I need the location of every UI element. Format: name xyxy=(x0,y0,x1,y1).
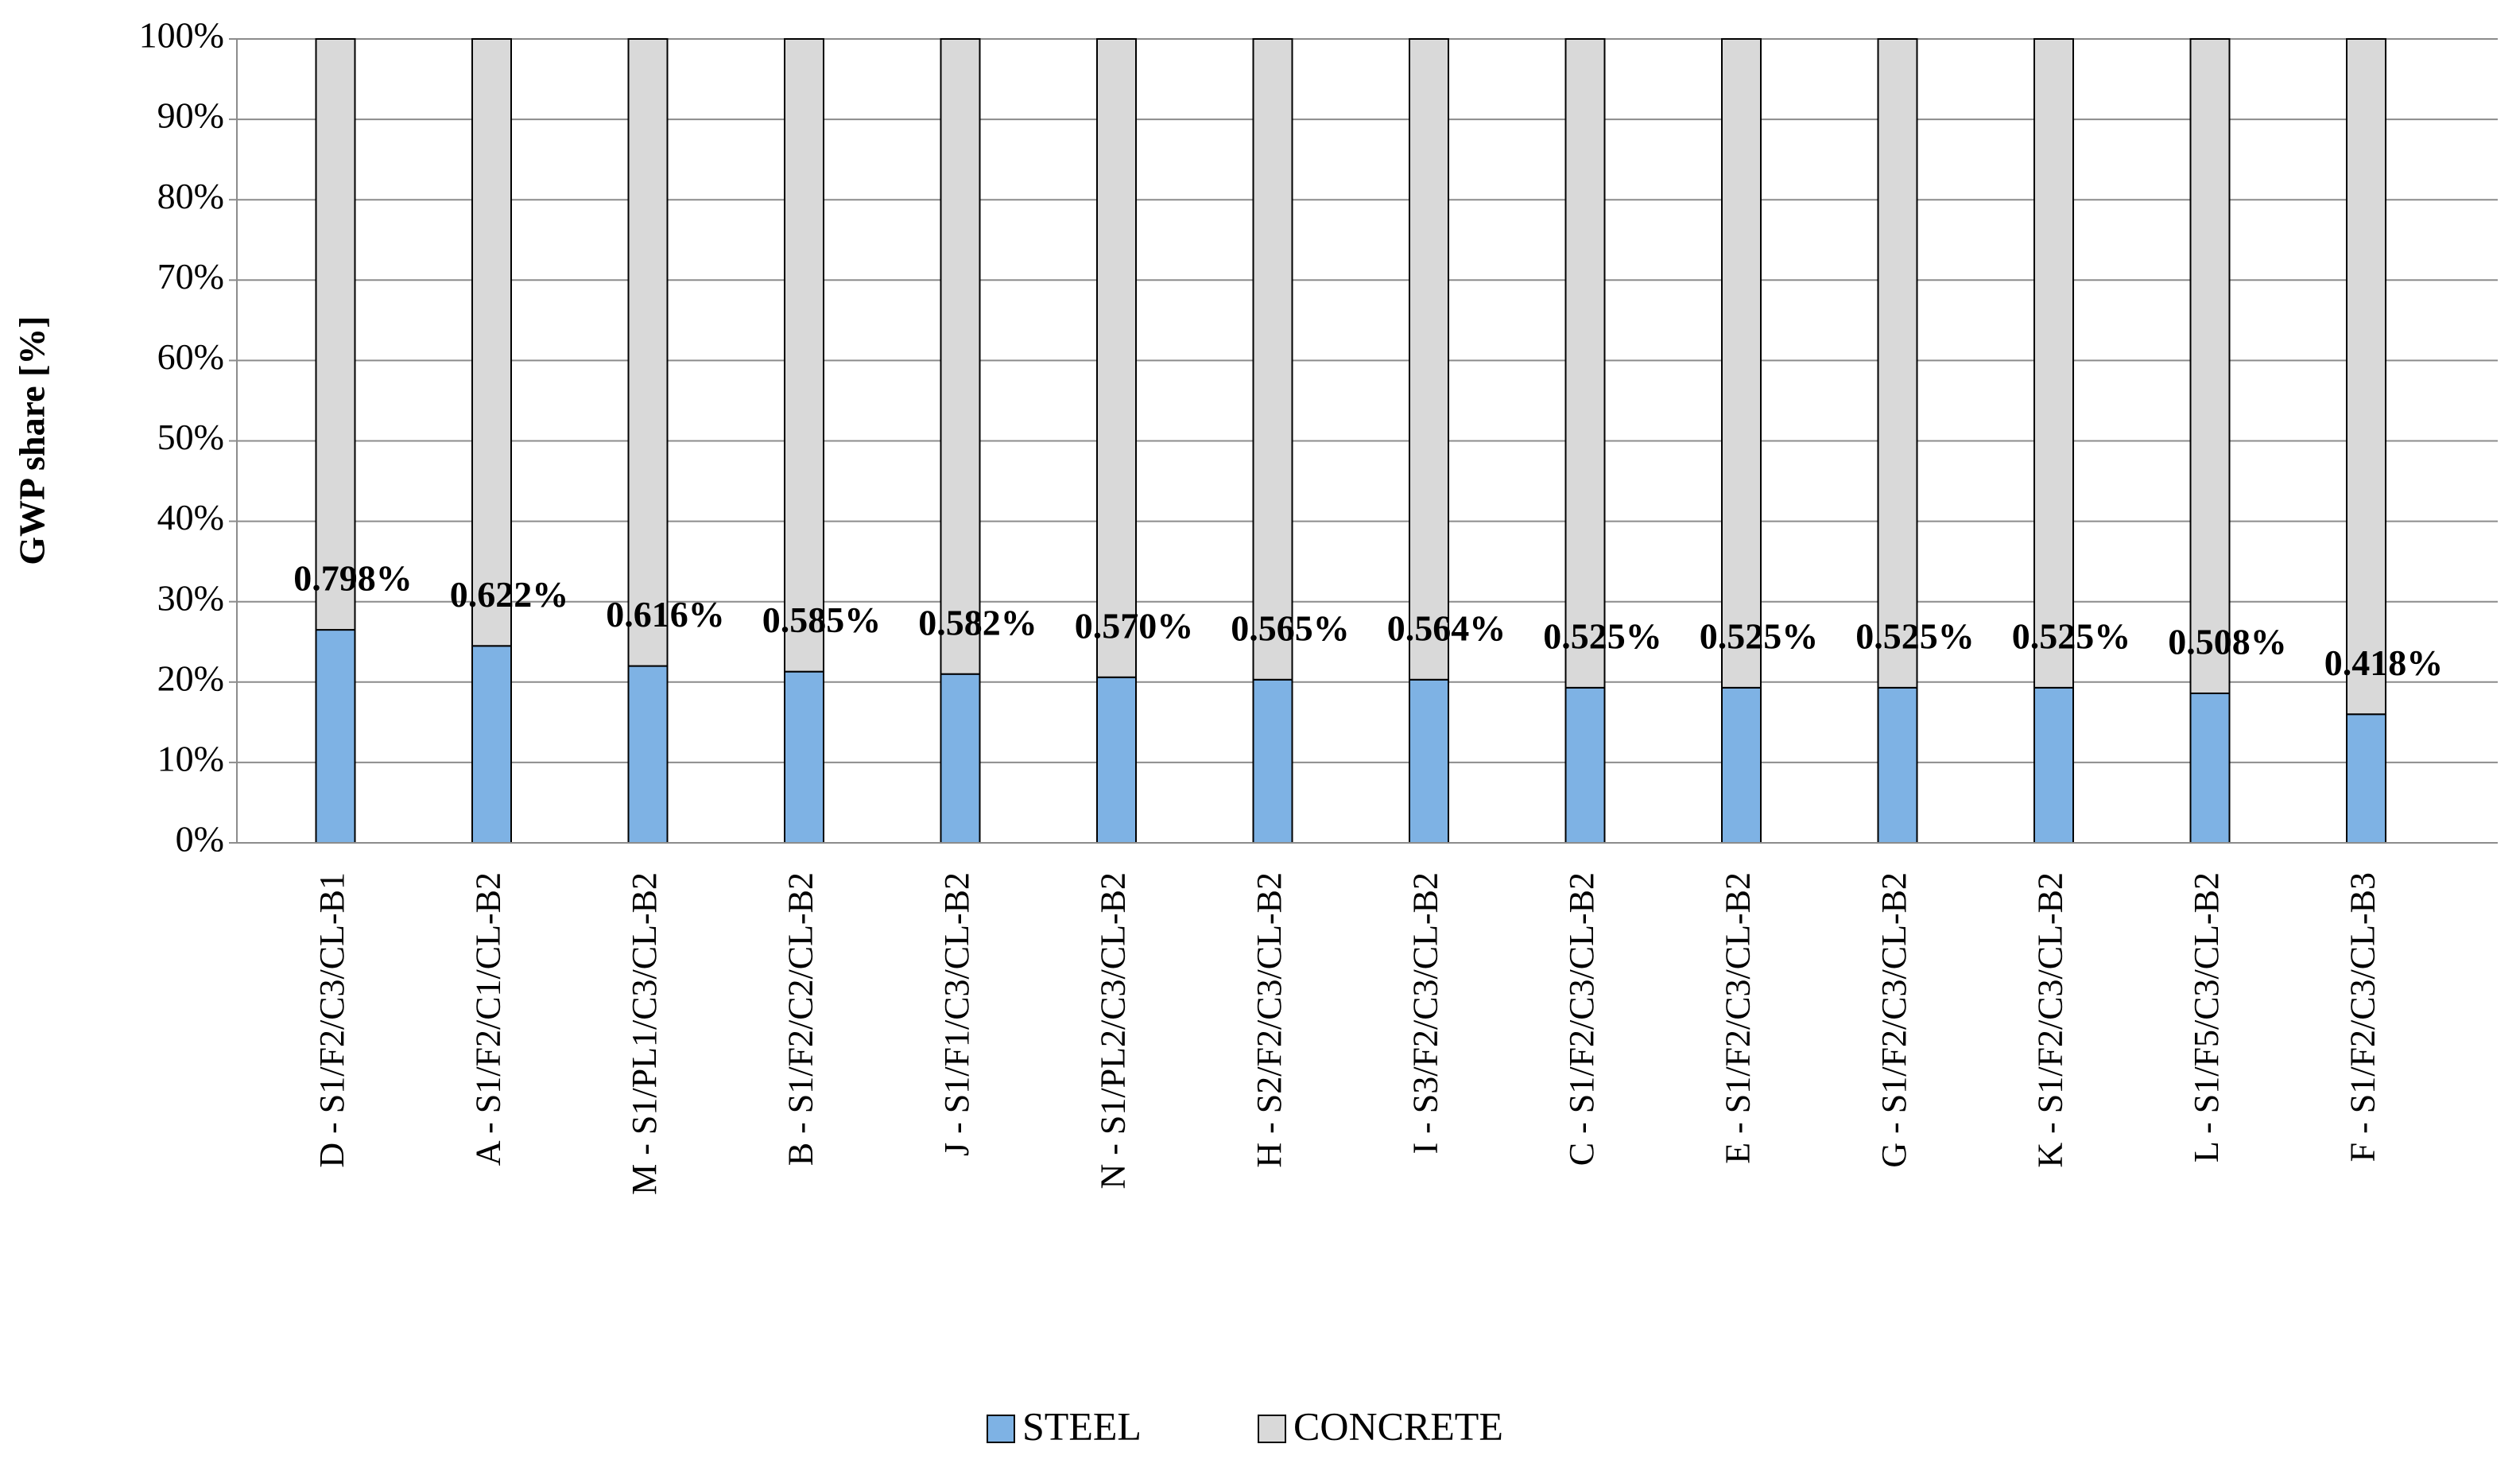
bar-segment xyxy=(940,673,981,844)
data-label: 0.622% xyxy=(450,574,569,615)
bar-segment xyxy=(315,629,356,844)
bar-segment xyxy=(627,665,669,844)
y-tick-label: 100% xyxy=(139,15,224,56)
x-tick-label: I - S3/F2/C3/CL-B2 xyxy=(1406,872,1445,1155)
data-label: 0.582% xyxy=(918,602,1037,642)
data-label: 0.525% xyxy=(1543,615,1662,656)
data-label: 0.525% xyxy=(1855,615,1975,656)
y-tick-label: 50% xyxy=(157,417,224,457)
data-label: 0.525% xyxy=(1700,615,1819,656)
bar-segment xyxy=(1721,686,1762,844)
x-tick-label: H - S2/F2/C3/CL-B2 xyxy=(1250,872,1289,1168)
bar-segment xyxy=(1564,686,1606,844)
y-tick-label: 60% xyxy=(157,336,224,377)
y-tick-label: 10% xyxy=(157,738,224,778)
y-tick-label: 90% xyxy=(157,95,224,136)
bar-segment xyxy=(627,38,669,667)
x-tick-label: K - S1/F2/C3/CL-B2 xyxy=(2031,872,2070,1168)
bar-segment xyxy=(1252,678,1293,844)
y-tick-label: 70% xyxy=(157,256,224,297)
legend-label: STEEL xyxy=(1022,1403,1142,1448)
bar-segment xyxy=(784,38,824,673)
bar-segment xyxy=(1721,38,1762,689)
data-label: 0.508% xyxy=(2168,622,2287,662)
bar-segment xyxy=(940,38,981,675)
x-tick-label: L - S1/F5/C3/CL-B2 xyxy=(2187,872,2226,1162)
bar-segment xyxy=(471,38,512,647)
y-tick-label: 0% xyxy=(176,819,224,860)
bar-segment xyxy=(1877,686,1918,844)
bar-segment xyxy=(1096,676,1137,844)
legend-swatch xyxy=(1258,1415,1286,1443)
data-label: 0.798% xyxy=(293,558,413,599)
bar-segment xyxy=(2033,686,2074,844)
x-tick-label: J - S1/F1/C3/CL-B2 xyxy=(937,872,976,1156)
x-tick-label: B - S1/F2/C2/CL-B2 xyxy=(781,872,820,1166)
y-tick-label: 40% xyxy=(157,497,224,538)
bar-segment xyxy=(2033,38,2074,689)
x-tick-label: C - S1/F2/C3/CL-B2 xyxy=(1562,872,1601,1166)
bar-segment xyxy=(1096,38,1137,678)
legend-label: CONCRETE xyxy=(1293,1403,1503,1448)
x-tick-label: N - S1/PL2/C3/CL-B2 xyxy=(1094,872,1133,1190)
data-label: 0.525% xyxy=(2012,615,2131,656)
bar-segment xyxy=(1409,678,1449,844)
legend-swatch xyxy=(987,1415,1015,1443)
bar-segment xyxy=(315,38,356,631)
y-tick-label: 80% xyxy=(157,176,224,216)
bar-segment xyxy=(784,670,824,844)
bar-segment xyxy=(1252,38,1293,681)
bar-segment xyxy=(2346,713,2386,844)
x-tick-label: A - S1/F2/C1/CL-B2 xyxy=(469,872,508,1166)
data-label: 0.585% xyxy=(762,600,882,640)
bar-segment xyxy=(2189,38,2231,694)
bar-segment xyxy=(1564,38,1606,689)
x-tick-label: F - S1/F2/C3/CL-B3 xyxy=(2344,872,2382,1162)
data-label: 0.570% xyxy=(1075,605,1194,646)
bar-segment xyxy=(1877,38,1918,689)
y-tick-label: 20% xyxy=(157,658,224,698)
data-label: 0.418% xyxy=(2324,642,2444,683)
x-tick-label: M - S1/PL1/C3/CL-B2 xyxy=(625,872,664,1195)
data-label: 0.564% xyxy=(1387,607,1506,648)
data-label: 0.565% xyxy=(1231,607,1350,648)
bar-segment xyxy=(471,645,512,844)
x-tick-label: E - S1/F2/C3/CL-B2 xyxy=(1719,872,1758,1164)
bar-segment xyxy=(2346,38,2386,716)
x-tick-label: G - S1/F2/C3/CL-B2 xyxy=(1874,872,1913,1168)
bar-segment xyxy=(2189,692,2231,844)
bar-segment xyxy=(1409,38,1449,681)
y-tick-label: 30% xyxy=(157,577,224,618)
y-axis-title: GWP share [%] xyxy=(12,316,52,565)
x-tick-label: D - S1/F2/C3/CL-B1 xyxy=(312,872,351,1168)
data-label: 0.616% xyxy=(606,594,725,635)
